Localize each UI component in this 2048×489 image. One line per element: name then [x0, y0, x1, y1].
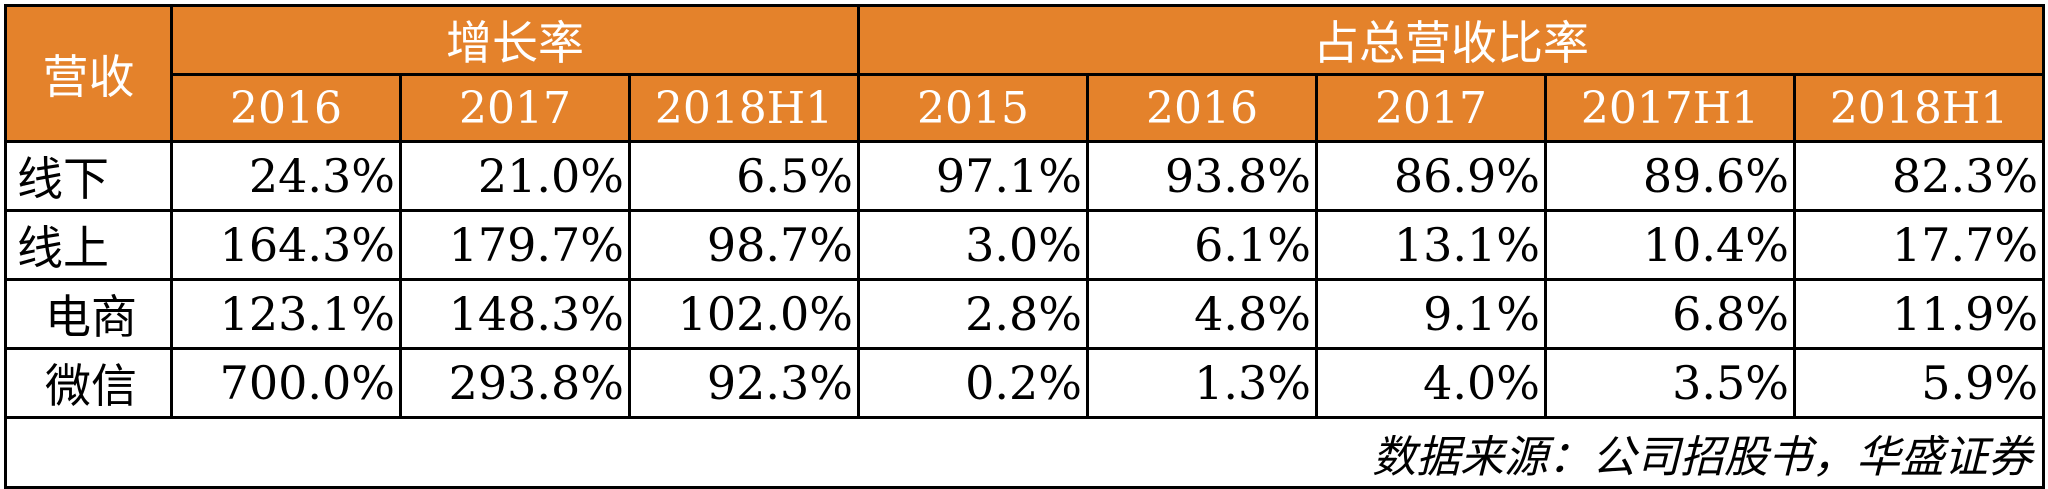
table-cell: 86.9%	[1315, 140, 1547, 212]
corner-header: 营收	[4, 4, 173, 143]
row-label: 线上	[4, 209, 173, 281]
group-header-growth: 增长率	[170, 4, 860, 76]
table-cell: 93.8%	[1086, 140, 1318, 212]
table-cell: 3.5%	[1544, 347, 1796, 419]
table-row: 线下 24.3% 21.0% 6.5% 97.1% 93.8% 86.9% 89.6% 82.3…	[4, 140, 2046, 212]
column-header: 2017	[1315, 73, 1547, 143]
table-cell: 179.7%	[399, 209, 631, 281]
table-cell: 97.1%	[857, 140, 1089, 212]
row-label: 电商	[4, 278, 173, 350]
group-header-row: 营收 增长率 占总营收比率	[4, 4, 2046, 143]
table-cell: 293.8%	[399, 347, 631, 419]
table-cell: 5.9%	[1792, 347, 2046, 419]
table-cell: 21.0%	[399, 140, 631, 212]
source-row: 数据来源：公司招股书，华盛证券	[3, 416, 2046, 489]
table-cell: 4.0%	[1315, 347, 1547, 419]
table-cell: 4.8%	[1086, 278, 1318, 350]
table-cell: 13.1%	[1315, 209, 1547, 281]
table-cell: 9.1%	[1315, 278, 1547, 350]
table-cell: 6.1%	[1086, 209, 1318, 281]
source-note: 数据来源：公司招股书，华盛证券	[3, 416, 2046, 489]
table-body: 线下 24.3% 21.0% 6.5% 97.1% 93.8% 86.9% 89.6% 82.3…	[4, 140, 2046, 419]
column-header: 2018H1	[1792, 73, 2046, 143]
table-cell: 92.3%	[628, 347, 860, 419]
column-header: 2015	[857, 73, 1089, 143]
table-cell: 24.3%	[170, 140, 402, 212]
table-row: 电商 123.1% 148.3% 102.0% 2.8% 4.8% 9.1% 6.8% 11.9…	[4, 278, 2046, 350]
group-header-share: 占总营收比率	[856, 4, 2046, 76]
table-cell: 123.1%	[170, 278, 402, 350]
table-cell: 102.0%	[628, 278, 860, 350]
table-cell: 10.4%	[1544, 209, 1796, 281]
table-row: 微信 700.0% 293.8% 92.3% 0.2% 1.3% 4.0% 3.5% 5.9%	[4, 347, 2046, 419]
table-cell: 0.2%	[857, 347, 1089, 419]
table-row: 线上 164.3% 179.7% 98.7% 3.0% 6.1% 13.1% 10.4% 17.…	[4, 209, 2046, 281]
table-cell: 11.9%	[1792, 278, 2046, 350]
table-cell: 6.8%	[1544, 278, 1796, 350]
column-header: 2017H1	[1544, 73, 1796, 143]
row-label: 微信	[4, 347, 173, 419]
table-cell: 700.0%	[170, 347, 402, 419]
table-cell: 98.7%	[628, 209, 860, 281]
data-table-container: 营收 增长率 占总营收比率 2016 2017 2018H1 2015 2016…	[3, 4, 2046, 489]
revenue-table: 营收 增长率 占总营收比率 2016 2017 2018H1 2015 2016…	[3, 4, 2046, 489]
table-cell: 3.0%	[857, 209, 1089, 281]
table-cell: 82.3%	[1792, 140, 2046, 212]
table-cell: 1.3%	[1086, 347, 1318, 419]
column-header: 2018H1	[628, 73, 860, 143]
row-label: 线下	[4, 140, 173, 212]
column-header: 2016	[170, 73, 402, 143]
table-cell: 148.3%	[399, 278, 631, 350]
table-cell: 2.8%	[857, 278, 1089, 350]
table-cell: 17.7%	[1792, 209, 2046, 281]
column-header: 2017	[399, 73, 631, 143]
table-cell: 89.6%	[1544, 140, 1796, 212]
table-cell: 164.3%	[170, 209, 402, 281]
table-cell: 6.5%	[628, 140, 860, 212]
sub-header-row: 2016 2017 2018H1 2015 2016 2017 2017H1 2…	[6, 73, 2046, 143]
column-header: 2016	[1086, 73, 1318, 143]
